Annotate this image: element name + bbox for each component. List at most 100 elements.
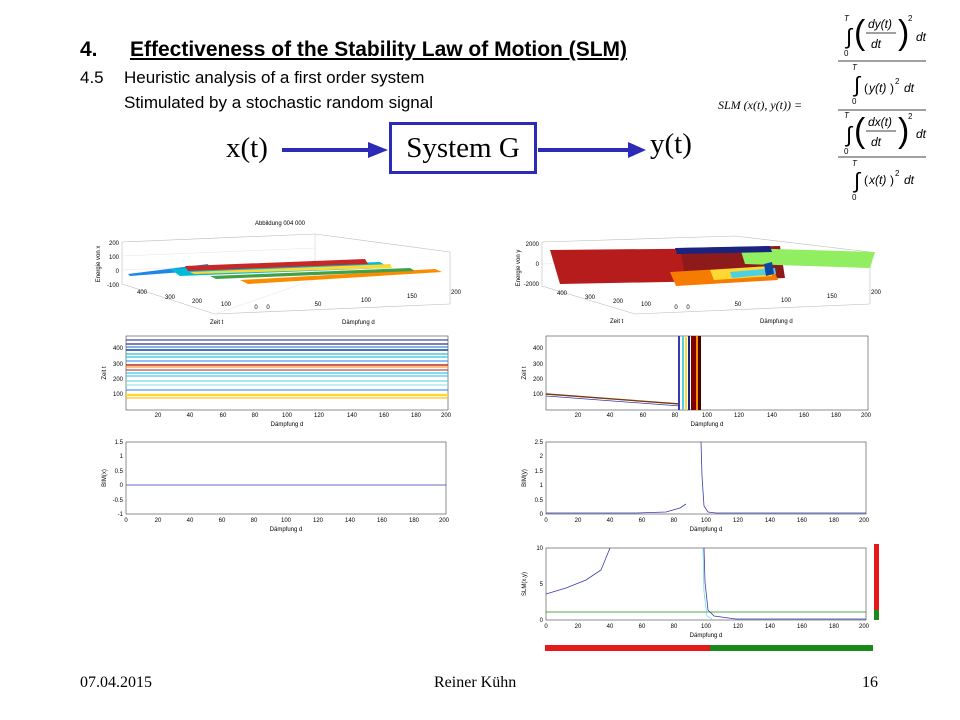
slm-curve-aux: [702, 547, 713, 620]
svg-text:(: (: [854, 14, 866, 52]
top-y-xlabel: Dämpfung d: [691, 422, 724, 428]
surface-y-dtick: 0: [686, 305, 690, 311]
slm-curve-right: [703, 547, 866, 620]
top-y-xtick: 120: [734, 413, 745, 419]
top-x-xlabel: Dämpfung d: [271, 422, 304, 428]
bim-y-ytick: 1: [540, 483, 544, 489]
svg-text:2: 2: [895, 169, 900, 178]
bim-y-ylabel: BIM(y): [522, 469, 528, 487]
svg-text:2: 2: [895, 77, 900, 86]
svg-text:dt: dt: [871, 135, 882, 149]
svg-text:0: 0: [852, 193, 857, 202]
section-title: 4. Effectiveness of the Stability Law of …: [80, 38, 627, 62]
bim-x-xlabel: Dämpfung d: [270, 527, 303, 533]
top-y-ytick: 400: [533, 346, 544, 352]
top-x-ytick: 400: [113, 346, 124, 352]
top-y-band: [678, 336, 701, 410]
svg-text:y(t): y(t): [868, 81, 886, 95]
vertical-green-bar: [874, 610, 879, 620]
surface-x-dtick: 0: [266, 305, 270, 311]
surface-x-ttick: 300: [165, 295, 176, 301]
bim-x-xtick: 120: [313, 518, 324, 524]
svg-text:2: 2: [908, 14, 913, 23]
surface-x-ztick: 200: [109, 241, 120, 247]
bim-y-ytick: 1.5: [535, 469, 544, 475]
top-x-ytick: 200: [113, 377, 124, 383]
input-arrow: [282, 142, 388, 158]
bim-x-xtick: 60: [219, 518, 226, 524]
surface-y-zlabel: Energie von y: [516, 250, 522, 287]
surface-y-ttick: 300: [585, 295, 596, 301]
slm-ytick: 5: [540, 582, 544, 588]
svg-text:dt: dt: [904, 173, 915, 187]
bim-x-ytick: 1.5: [115, 440, 124, 446]
svg-text:T: T: [844, 111, 850, 120]
surface-x-zlabel: Energie von x: [96, 246, 102, 283]
bim-x-ytick: 0: [120, 483, 124, 489]
slm-xtick: 140: [765, 624, 776, 630]
slm-plot: 10 5 0 0 20 40 60 80 100 120 140 160 180…: [522, 546, 870, 639]
svg-text:(: (: [864, 173, 868, 187]
bim-x-ylabel: BIM(x): [102, 469, 108, 487]
top-view-plot-x: 400 300 200 100 20 40 60 80 100 120 140 …: [102, 335, 452, 428]
formula-lhs: SLM (x(t), y(t)) =: [718, 98, 803, 112]
bim-x-xtick: 0: [124, 518, 128, 524]
top-x-xtick: 160: [379, 413, 390, 419]
bim-y-ytick: 2: [540, 454, 544, 460]
svg-text:T: T: [844, 14, 850, 23]
output-signal-label: y(t): [650, 128, 692, 160]
top-y-ytick: 200: [533, 377, 544, 383]
surface-x-dtick: 150: [407, 294, 418, 300]
svg-text:dt: dt: [871, 37, 882, 51]
top-x-xtick: 120: [314, 413, 325, 419]
bim-y-xtick: 140: [765, 518, 776, 524]
svg-text:0: 0: [844, 49, 849, 58]
slm-ytick: 0: [540, 618, 544, 624]
surface-x-ttick: 200: [192, 299, 203, 305]
bim-y-curve-right: [700, 441, 866, 514]
svg-text:∫: ∫: [852, 168, 862, 193]
top-x-stripes: [126, 339, 448, 399]
surface-y-ztick: 2000: [526, 242, 540, 248]
surface-plot-x: Abbildung 004 000 200 100 0 -100 400 300…: [96, 221, 462, 326]
top-y-diagonal: [545, 393, 681, 405]
surface-y-ylabel: Dämpfung d: [760, 319, 793, 325]
bim-y-plot: 2.5 2 1.5 1 0.5 0 0 20 40 60 80 100 120 …: [522, 440, 870, 533]
top-y-xtick: 80: [672, 413, 679, 419]
surface-y-dtick: 100: [781, 298, 792, 304]
slm-xtick: 120: [733, 624, 744, 630]
top-x-ylabel: Zeit t: [102, 366, 108, 380]
top-x-xtick: 100: [282, 413, 293, 419]
svg-text:dx(t): dx(t): [868, 115, 892, 129]
slm-xtick: 200: [859, 624, 870, 630]
surface-y-ttick: 400: [557, 291, 568, 297]
bim-y-xtick: 100: [701, 518, 712, 524]
top-x-xtick: 40: [187, 413, 194, 419]
top-y-xtick: 100: [702, 413, 713, 419]
svg-text:): ): [898, 112, 909, 150]
top-x-xtick: 60: [220, 413, 227, 419]
surface-x-ztick: 100: [109, 255, 120, 261]
top-x-xticks: 20 40 60 80 100 120 140 160 180 200: [155, 413, 452, 419]
surface-x-dtick: 100: [361, 298, 372, 304]
bim-y-xtick: 160: [797, 518, 808, 524]
subsection-title: 4.5 Heuristic analysis of a first order s…: [80, 68, 424, 88]
bim-y-ytick: 0.5: [535, 498, 544, 504]
system-box: System G: [389, 122, 537, 174]
subtitle-line2: Stimulated by a stochastic random signal: [124, 93, 433, 112]
slm-ylabel: SLM(x,y): [522, 572, 528, 596]
top-y-xtick: 160: [799, 413, 810, 419]
bim-y-xtick: 0: [544, 518, 548, 524]
top-x-ytick: 100: [113, 392, 124, 398]
svg-text:(: (: [854, 112, 866, 150]
top-x-xtick: 20: [155, 413, 162, 419]
surface-x-ylabel: Dämpfung d: [342, 320, 375, 326]
section-title-text: Effectiveness of the Stability Law of Mo…: [130, 38, 628, 61]
surface-y-xlabel: Zeit t: [610, 319, 624, 325]
slm-curve-left: [545, 547, 611, 595]
surface-y-dtick: 150: [827, 294, 838, 300]
slm-xtick: 0: [544, 624, 548, 630]
svg-text:): ): [890, 173, 894, 187]
top-y-xtick: 200: [861, 413, 872, 419]
input-signal-label: x(t): [226, 132, 268, 164]
